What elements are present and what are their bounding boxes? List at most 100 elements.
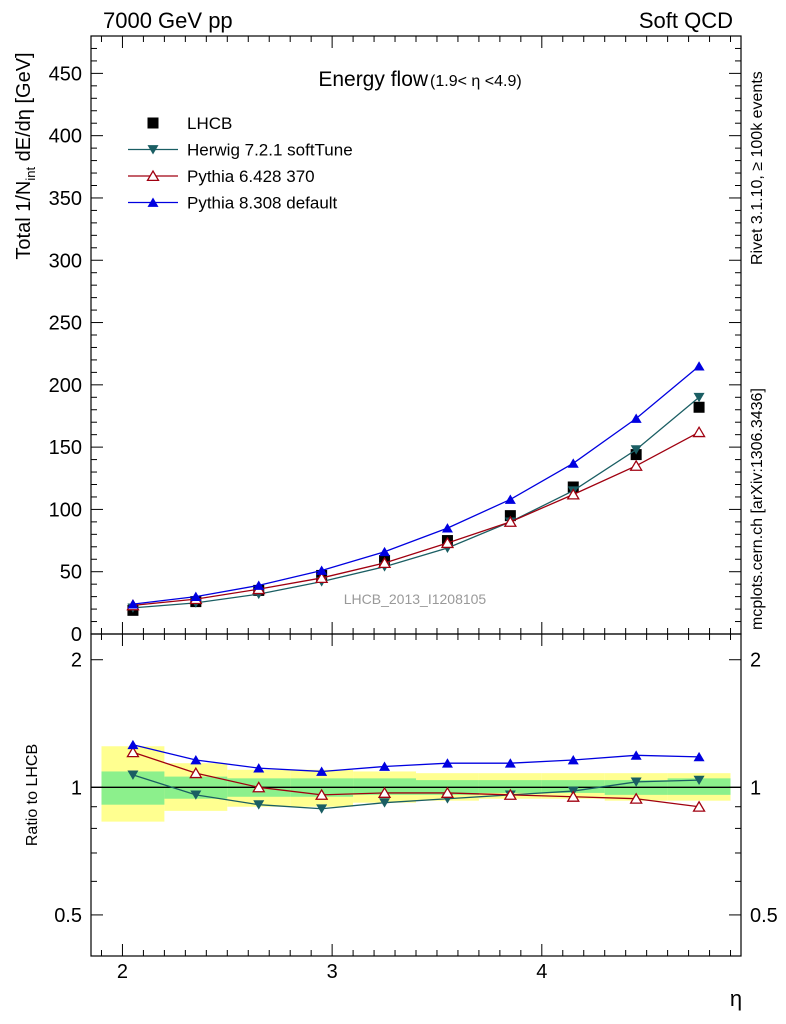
data-point <box>441 523 453 533</box>
ratio-point <box>127 739 139 750</box>
legend-marker <box>147 197 159 207</box>
ratio-point <box>316 804 328 814</box>
data-point <box>693 392 705 403</box>
data-point <box>629 459 643 471</box>
chart-title-main: Energy flow <box>318 68 429 91</box>
ratio-point <box>379 761 391 771</box>
side-label-rivet: Rivet 3.1.10, ≥ 100k events <box>749 71 766 265</box>
ratio-point <box>630 777 642 787</box>
y-tick-label: 1 <box>71 777 82 799</box>
ratio-point <box>441 758 453 768</box>
y-tick-label: 2 <box>750 650 761 672</box>
data-point <box>440 536 455 549</box>
chart-title-range: (1.9< η <4.9) <box>430 73 522 90</box>
ratio-point <box>566 790 580 802</box>
ratio-line <box>132 744 700 773</box>
y-tick-label: 1 <box>750 777 761 799</box>
ratio-point <box>253 763 265 773</box>
ratio-point <box>503 788 517 800</box>
ratio-point <box>440 786 455 798</box>
main-ylabel: Total 1/Nint dE/dη [GeV] <box>13 52 38 259</box>
y-tick-label: 400 <box>49 126 82 148</box>
legend-label: Herwig 7.2.1 softTune <box>187 141 353 160</box>
ratio-point <box>567 755 579 765</box>
uncertainty-band <box>541 780 605 793</box>
ratio-point <box>379 798 391 808</box>
y-tick-label: 0.5 <box>54 905 82 927</box>
y-tick-label: 2 <box>71 650 82 672</box>
chart-title: Energy flow (1.9< η <4.9) <box>318 68 521 91</box>
ratio-point <box>127 770 139 780</box>
legend-marker <box>147 145 159 155</box>
side-label-mcplots: mcplots.cern.ch [arXiv:1306.3436] <box>749 388 766 630</box>
ratio-xlabel: η <box>730 986 742 1011</box>
y-tick-label: 150 <box>49 437 82 459</box>
series-line <box>132 396 700 609</box>
data-point <box>630 445 642 455</box>
data-point <box>630 449 642 461</box>
data-point <box>190 591 202 602</box>
data-point <box>693 401 705 413</box>
header-right: Soft QCD <box>639 8 733 33</box>
ratio-line <box>132 774 700 810</box>
data-point <box>567 458 579 468</box>
legend-label: Pythia 8.308 default <box>187 194 338 213</box>
data-point <box>379 546 391 557</box>
main-panel: 0 50 100 150 200 250 300 350 400 450 <box>49 35 742 646</box>
data-point <box>127 599 139 609</box>
data-point <box>504 494 516 504</box>
y-tick-label: 350 <box>49 188 82 210</box>
ratio-point <box>252 781 266 793</box>
ratio-point <box>315 788 329 800</box>
y-tick-label: 200 <box>49 375 82 397</box>
ratio-point <box>377 786 392 798</box>
ratio-frame <box>90 633 742 957</box>
legend: LHCB Herwig 7.2.1 softTune Pythia 6.428 37… <box>128 114 353 213</box>
ratio-ylabel: Ratio to LHCB <box>24 744 41 846</box>
ratio-point <box>190 755 202 765</box>
header-left: 7000 GeV pp <box>103 8 233 33</box>
y-tick-label: 100 <box>49 499 82 521</box>
ratio-point <box>629 792 643 804</box>
data-point <box>692 425 706 438</box>
legend-marker <box>146 169 160 182</box>
legend-label: LHCB <box>187 114 232 133</box>
watermark: LHCB_2013_I1208105 <box>344 591 487 607</box>
ratio-point <box>253 800 265 810</box>
ratio-point <box>126 746 140 758</box>
ratio-point <box>693 751 705 762</box>
ratio-point <box>630 750 642 760</box>
y-tick-label: 0.5 <box>750 905 778 927</box>
data-point <box>253 580 265 590</box>
y-tick-label: 0 <box>71 624 82 646</box>
ratio-point <box>692 800 706 812</box>
ratio-panel: 0.5 0.5 1 1 2 2 2 3 4 <box>54 633 778 983</box>
ratio-point <box>316 766 328 776</box>
x-tick-label: 2 <box>117 961 128 983</box>
data-point <box>693 361 705 371</box>
y-tick-label: 450 <box>49 63 82 85</box>
data-point <box>377 556 392 569</box>
uncertainty-band <box>353 778 416 795</box>
y-tick-label: 250 <box>49 313 82 335</box>
ratio-point <box>189 766 203 779</box>
uncertainty-band <box>667 778 731 795</box>
ratio-point <box>504 758 516 768</box>
ratio-line <box>132 751 700 808</box>
x-tick-label: 3 <box>327 961 338 983</box>
legend-marker <box>147 117 159 129</box>
data-point <box>315 571 329 583</box>
data-point <box>316 565 328 575</box>
ratio-point <box>190 790 202 800</box>
series-line <box>132 431 700 606</box>
data-point <box>503 515 517 527</box>
y-tick-label: 300 <box>49 250 82 272</box>
y-tick-label: 50 <box>60 562 82 584</box>
x-tick-label: 4 <box>536 961 547 983</box>
data-point <box>630 413 642 423</box>
uncertainty-band <box>478 780 542 793</box>
ratio-point <box>693 775 705 786</box>
data-point <box>566 488 580 500</box>
legend-label: Pythia 6.428 370 <box>187 167 315 186</box>
